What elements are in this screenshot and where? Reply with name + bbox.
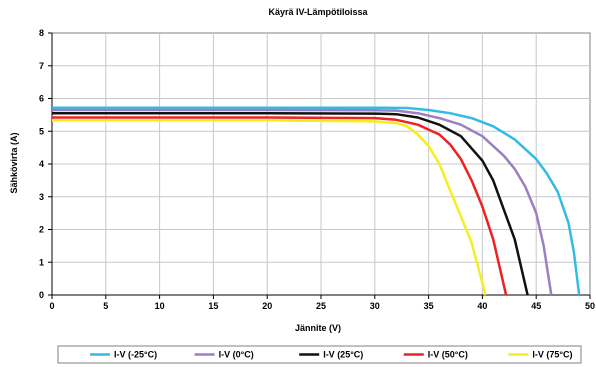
legend-label-1: I-V (0°C) bbox=[219, 350, 254, 360]
x-tick-label: 5 bbox=[103, 301, 108, 311]
x-tick-label: 0 bbox=[49, 301, 54, 311]
legend-label-2: I-V (25°C) bbox=[323, 350, 363, 360]
x-tick-label: 15 bbox=[208, 301, 218, 311]
x-tick-label: 25 bbox=[316, 301, 326, 311]
series-line-4 bbox=[52, 119, 487, 296]
y-tick-label: 5 bbox=[39, 126, 44, 136]
legend-label-0: I-V (-25°C) bbox=[114, 350, 157, 360]
y-axis-title: Sähkövirta (A) bbox=[9, 132, 19, 193]
x-tick-label: 20 bbox=[262, 301, 272, 311]
x-axis-title: Jännite (V) bbox=[295, 323, 341, 333]
legend-label-4: I-V (75°C) bbox=[532, 350, 572, 360]
y-tick-label: 0 bbox=[39, 290, 44, 300]
x-tick-label: 30 bbox=[370, 301, 380, 311]
x-tick-label: 40 bbox=[477, 301, 487, 311]
y-tick-label: 2 bbox=[39, 225, 44, 235]
series-line-2 bbox=[52, 111, 529, 296]
x-tick-label: 35 bbox=[424, 301, 434, 311]
legend-label-3: I-V (50°C) bbox=[428, 350, 468, 360]
y-tick-label: 4 bbox=[39, 159, 44, 169]
chart-title: Käyrä IV-Lämpötiloissa bbox=[268, 7, 368, 17]
series-line-0 bbox=[52, 106, 581, 296]
y-tick-label: 8 bbox=[39, 28, 44, 38]
legend-box bbox=[57, 345, 582, 364]
y-tick-label: 1 bbox=[39, 257, 44, 267]
y-tick-label: 6 bbox=[39, 94, 44, 104]
x-tick-label: 50 bbox=[585, 301, 595, 311]
x-tick-label: 45 bbox=[531, 301, 541, 311]
x-tick-label: 10 bbox=[155, 301, 165, 311]
series-line-1 bbox=[52, 108, 553, 296]
y-tick-label: 3 bbox=[39, 192, 44, 202]
legend: I-V (-25°C) I-V (0°C) I-V (25°C) I-V (50°C)… bbox=[57, 345, 582, 364]
series-line-3 bbox=[52, 116, 508, 296]
y-tick-label: 7 bbox=[39, 61, 44, 71]
